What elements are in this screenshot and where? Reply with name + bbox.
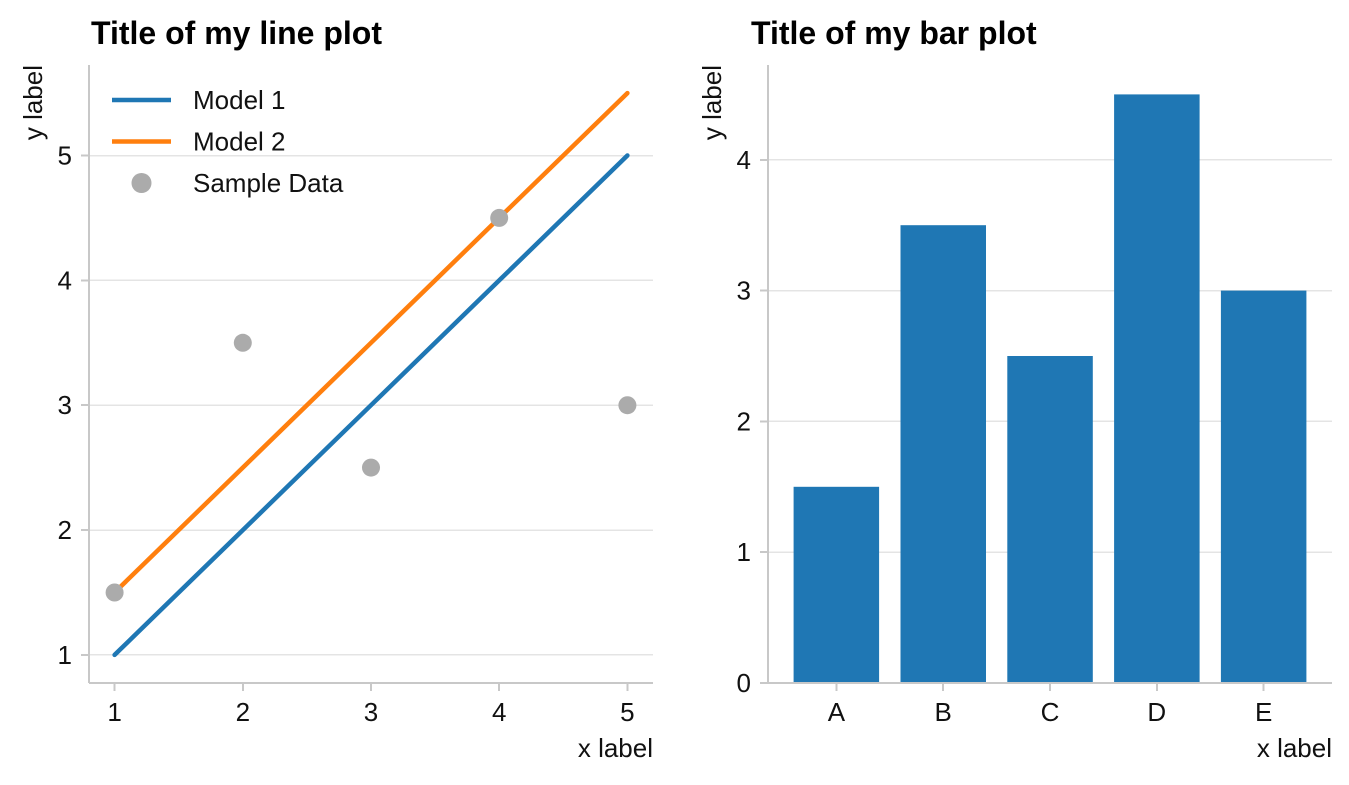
bar-B bbox=[900, 225, 986, 683]
y-tick-label-2: 2 bbox=[737, 406, 751, 436]
x-tick-label-4: 4 bbox=[492, 697, 506, 727]
x-tick-label-B: B bbox=[935, 697, 952, 727]
bar-plot-data bbox=[793, 94, 1307, 683]
bar-plot-xlabel: x label bbox=[1257, 733, 1332, 763]
sample-data-point bbox=[233, 333, 252, 352]
bar-C bbox=[1007, 356, 1093, 683]
bar-plot-ylabel: y label bbox=[697, 65, 727, 140]
y-tick-label-2: 2 bbox=[58, 515, 72, 545]
bar-E bbox=[1220, 290, 1307, 683]
sample-data-point bbox=[105, 583, 124, 602]
y-tick-label-4: 4 bbox=[737, 145, 751, 175]
line-plot-data bbox=[105, 90, 637, 658]
x-tick-label-D: D bbox=[1147, 697, 1166, 727]
x-tick-label-2: 2 bbox=[236, 697, 250, 727]
legend-label-model-2: Model 2 bbox=[193, 127, 286, 157]
model-2-line bbox=[112, 90, 630, 595]
line-plot-xlabel: x label bbox=[578, 733, 653, 763]
model-1-line bbox=[112, 153, 630, 658]
y-tick-label-1: 1 bbox=[58, 640, 72, 670]
bar-plot-title: Title of my bar plot bbox=[751, 15, 1037, 51]
x-tick-label-1: 1 bbox=[107, 697, 121, 727]
y-tick-label-3: 3 bbox=[737, 276, 751, 306]
x-tick-label-3: 3 bbox=[364, 697, 378, 727]
line-plot-ylabel: y label bbox=[18, 65, 48, 140]
y-tick-label-1: 1 bbox=[737, 537, 751, 567]
bar-D bbox=[1114, 94, 1200, 683]
sample-data-point bbox=[490, 208, 509, 227]
sample-data-point bbox=[362, 458, 380, 477]
y-tick-label-3: 3 bbox=[58, 390, 72, 420]
sample-data-point bbox=[618, 396, 637, 415]
y-tick-label-4: 4 bbox=[58, 265, 72, 295]
y-tick-label-0: 0 bbox=[737, 668, 751, 698]
legend-label-sample-data: Sample Data bbox=[193, 168, 344, 198]
legend-label-model-1: Model 1 bbox=[193, 85, 286, 115]
line-plot-title: Title of my line plot bbox=[91, 15, 382, 51]
line-plot-axes: 1 2 3 4 5 1 2 3 4 5 bbox=[58, 65, 653, 727]
line-plot-legend: Model 1 Model 2 Sample Data bbox=[112, 85, 344, 198]
x-tick-label-5: 5 bbox=[620, 697, 634, 727]
x-tick-label-C: C bbox=[1041, 697, 1060, 727]
bar-plot-axes: 0 1 2 3 4 A B C D E bbox=[737, 65, 1332, 727]
legend-marker-sample-data bbox=[131, 173, 152, 193]
y-tick-label-5: 5 bbox=[58, 141, 72, 171]
x-tick-label-E: E bbox=[1255, 697, 1272, 727]
bar-A bbox=[793, 486, 880, 683]
x-tick-label-A: A bbox=[828, 697, 846, 727]
